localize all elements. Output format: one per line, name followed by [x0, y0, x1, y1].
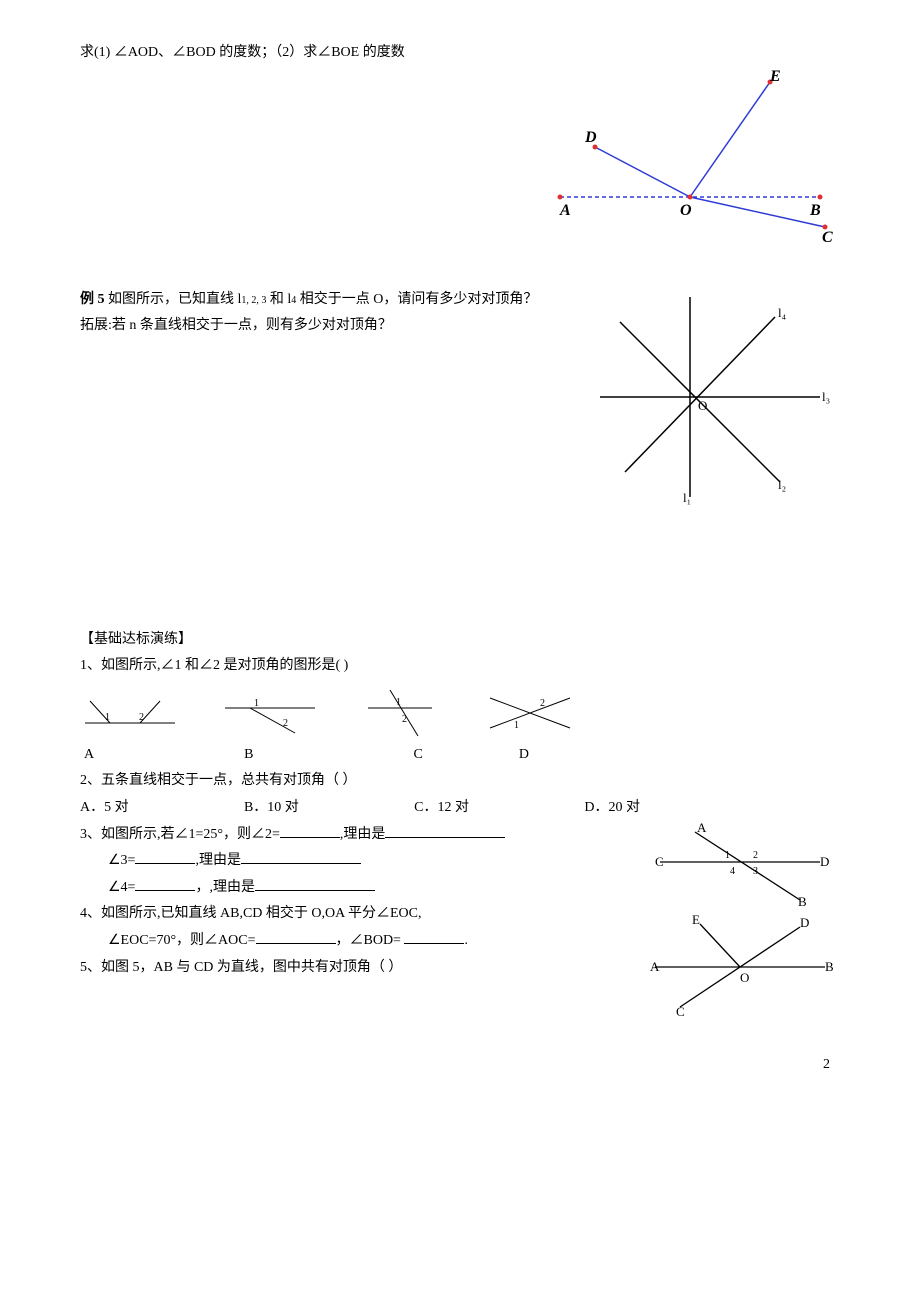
- blank: [135, 876, 195, 891]
- label-C: C: [822, 229, 833, 246]
- example5-l1b: 和 l: [266, 292, 291, 307]
- example5-text: 例 5 如图所示，已知直线 l1, 2, 3 和 l4 相交于一点 O，请问有多…: [80, 287, 580, 340]
- example5-row: 例 5 如图所示，已知直线 l1, 2, 3 和 l4 相交于一点 O，请问有多…: [80, 287, 840, 507]
- figure-aob: A B O C D E: [540, 67, 840, 247]
- q4-line2: ∠EOC=70°，则∠AOC=，∠BOD= .: [80, 928, 640, 955]
- q1-label-c: C: [413, 742, 422, 769]
- blank: [385, 823, 505, 838]
- q1-fig-b: 1 2: [220, 688, 320, 738]
- q3-figure: A B C D 1 2 3 4: [640, 822, 840, 912]
- blank: [255, 876, 375, 891]
- blank: [280, 823, 340, 838]
- top-problem-row: 求(1) ∠AOD、∠BOD 的度数；（2）求∠BOE 的度数: [80, 40, 840, 67]
- svg-text:1: 1: [396, 697, 401, 708]
- top-figure: A B O C D E: [540, 67, 840, 247]
- q1-label-a: A: [84, 742, 94, 769]
- svg-text:2: 2: [753, 850, 758, 861]
- q1-label-d: D: [519, 742, 529, 769]
- blank: [256, 929, 336, 944]
- q3-line3: ∠4=，,理由是: [80, 875, 640, 902]
- svg-text:A: A: [650, 959, 660, 974]
- label-l1: l₁: [683, 490, 691, 505]
- label-l2: l₂: [778, 477, 786, 492]
- q3q4-row: 3、如图所示,若∠1=25°，则∠2=,理由是 ∠3=,理由是 ∠4=，,理由是…: [80, 822, 840, 1022]
- svg-text:B: B: [825, 959, 834, 974]
- example5-l1a: 如图所示，已知直线 l: [108, 292, 241, 307]
- example5-line2: 拓展:若 n 条直线相交于一点，则有多少对对顶角？: [80, 313, 580, 340]
- q1-figures: 1 2 1 2 1 2 2 1: [80, 688, 840, 738]
- q4-figure: A B C D E O: [640, 912, 840, 1022]
- q2-opt-c: C．12 对: [414, 795, 469, 822]
- q1-text: 1、如图所示,∠1 和∠2 是对顶角的图形是( ): [80, 653, 840, 680]
- svg-text:D: D: [820, 854, 829, 869]
- svg-text:4: 4: [730, 866, 735, 877]
- q2-options: A．5 对 B．10 对 C．12 对 D．20 对: [80, 795, 640, 822]
- label-B: B: [809, 202, 821, 219]
- svg-text:B: B: [798, 894, 807, 909]
- top-problem-text: 求(1) ∠AOD、∠BOD 的度数；（2）求∠BOE 的度数: [80, 40, 840, 67]
- label-D: D: [584, 129, 597, 146]
- label-E: E: [769, 68, 781, 85]
- label-l4: l₄: [778, 305, 787, 320]
- label-l3: l₃: [822, 389, 830, 404]
- page-number: 2: [80, 1052, 840, 1079]
- q1-fig-c: 1 2: [360, 688, 440, 738]
- example5-figure: O l₁ l₂ l₃ l₄: [580, 287, 840, 507]
- svg-text:2: 2: [540, 698, 545, 709]
- example5-line1: 例 5 如图所示，已知直线 l1, 2, 3 和 l4 相交于一点 O，请问有多…: [80, 287, 580, 314]
- q5-text: 5、如图 5，AB 与 CD 为直线，图中共有对顶角（ ）: [80, 955, 640, 982]
- q1-label-b: B: [244, 742, 253, 769]
- svg-text:2: 2: [402, 714, 407, 725]
- svg-text:2: 2: [139, 712, 144, 723]
- svg-text:1: 1: [254, 698, 259, 709]
- svg-text:C: C: [655, 854, 664, 869]
- svg-text:O: O: [740, 970, 749, 985]
- label-O: O: [680, 202, 692, 219]
- svg-text:C: C: [676, 1004, 685, 1019]
- example5-l1c: 相交于一点 O，请问有多少对对顶角？: [296, 292, 537, 307]
- label-O: O: [698, 398, 707, 413]
- right-figures: A B C D 1 2 3 4 A B C D E O: [640, 822, 840, 1022]
- q2-opt-d: D．20 对: [584, 795, 640, 822]
- section-title: 【基础达标演练】: [80, 627, 840, 654]
- svg-text:1: 1: [514, 720, 519, 731]
- svg-text:E: E: [692, 912, 700, 927]
- q1-fig-d: 2 1: [480, 688, 580, 738]
- q3-line1: 3、如图所示,若∠1=25°，则∠2=,理由是: [80, 822, 640, 849]
- blank: [404, 929, 464, 944]
- svg-text:D: D: [800, 915, 809, 930]
- q3-line2: ∠3=,理由是: [80, 848, 640, 875]
- q2-opt-b: B．10 对: [244, 795, 299, 822]
- example5-prefix: 例 5: [80, 292, 108, 307]
- svg-text:A: A: [697, 822, 707, 835]
- q4-line1: 4、如图所示,已知直线 AB,CD 相交于 O,OA 平分∠EOC,: [80, 901, 640, 928]
- q1-fig-a: 1 2: [80, 693, 180, 733]
- top-figure-row: A B O C D E: [80, 67, 840, 247]
- svg-text:1: 1: [105, 712, 110, 723]
- q2-opt-a: A．5 对: [80, 795, 129, 822]
- q3q4-text: 3、如图所示,若∠1=25°，则∠2=,理由是 ∠3=,理由是 ∠4=，,理由是…: [80, 822, 640, 982]
- svg-text:3: 3: [753, 866, 758, 877]
- q2-text: 2、五条直线相交于一点，总共有对顶角（ ）: [80, 768, 840, 795]
- svg-text:2: 2: [283, 718, 288, 729]
- svg-text:1: 1: [725, 850, 730, 861]
- spacer: [80, 507, 840, 627]
- top-problem-statement: 求(1) ∠AOD、∠BOD 的度数；（2）求∠BOE 的度数: [80, 40, 840, 67]
- blank: [241, 849, 361, 864]
- figure-4lines: O l₁ l₂ l₃ l₄: [580, 287, 840, 507]
- example5-subs: 1, 2, 3: [241, 295, 266, 306]
- q1-option-labels: A B C D: [84, 742, 840, 769]
- blank: [135, 849, 195, 864]
- label-A: A: [559, 202, 571, 219]
